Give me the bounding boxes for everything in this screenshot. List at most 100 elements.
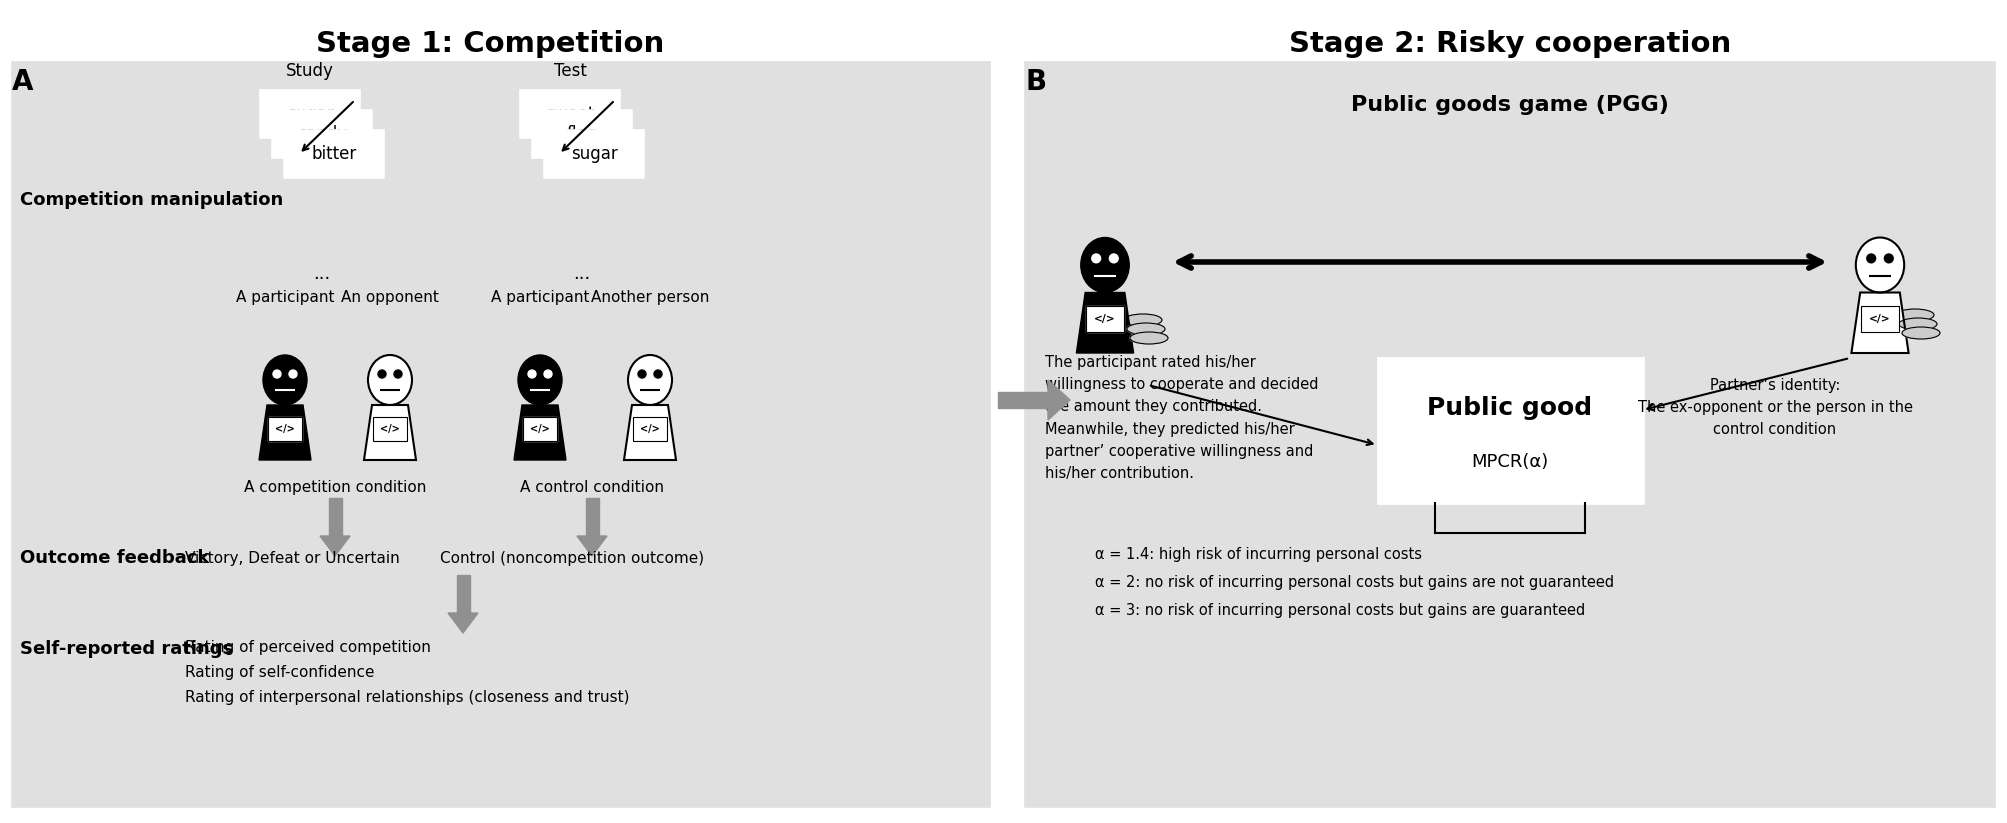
Text: An opponent: An opponent: [341, 290, 440, 305]
Ellipse shape: [528, 370, 536, 378]
Polygon shape: [259, 405, 311, 460]
Polygon shape: [624, 405, 676, 460]
Ellipse shape: [1092, 254, 1100, 263]
Text: α = 2: no risk of incurring personal costs but gains are not guaranteed: α = 2: no risk of incurring personal cos…: [1096, 575, 1614, 590]
Ellipse shape: [289, 370, 297, 378]
Text: Partner’s identity:
The ex-opponent or the person in the
control condition: Partner’s identity: The ex-opponent or t…: [1638, 378, 1913, 437]
Text: </>: </>: [1094, 314, 1116, 324]
Text: Stage 1: Competition: Stage 1: Competition: [315, 30, 664, 58]
Text: Another person: Another person: [590, 290, 708, 305]
Bar: [1860, 305, 1899, 332]
Polygon shape: [319, 536, 349, 556]
Text: Stage 2: Risky cooperation: Stage 2: Risky cooperation: [1288, 30, 1732, 58]
Text: candy: candy: [297, 125, 347, 143]
Text: A: A: [12, 68, 34, 96]
Bar: [1086, 305, 1124, 332]
Bar: [456, 575, 470, 613]
Text: </>: </>: [530, 424, 550, 434]
Bar: [373, 417, 407, 441]
Ellipse shape: [1885, 254, 1893, 263]
Bar: [12, 62, 989, 807]
Bar: [261, 90, 359, 138]
Text: Rating of self-confidence: Rating of self-confidence: [185, 665, 375, 680]
Polygon shape: [1850, 292, 1909, 353]
Bar: [997, 392, 1048, 408]
Text: Rating of perceived competition: Rating of perceived competition: [185, 640, 432, 655]
Ellipse shape: [263, 355, 307, 405]
Ellipse shape: [628, 355, 672, 405]
Ellipse shape: [1903, 327, 1941, 339]
Text: Competition manipulation: Competition manipulation: [20, 191, 283, 209]
Text: Study: Study: [287, 62, 333, 80]
Text: Outcome feedback: Outcome feedback: [20, 549, 209, 567]
Ellipse shape: [638, 370, 646, 378]
Ellipse shape: [1867, 254, 1877, 263]
Text: A competition condition: A competition condition: [243, 480, 425, 495]
Polygon shape: [363, 405, 415, 460]
Ellipse shape: [544, 370, 552, 378]
Text: MPCR(α): MPCR(α): [1471, 453, 1549, 471]
Bar: [1377, 357, 1642, 503]
Text: Public good: Public good: [1427, 396, 1594, 420]
Text: A participant: A participant: [235, 290, 335, 305]
Polygon shape: [1048, 380, 1070, 420]
Text: Control (noncompetition outcome): Control (noncompetition outcome): [440, 551, 704, 565]
Text: bitter: bitter: [311, 145, 357, 163]
Bar: [520, 90, 620, 138]
Polygon shape: [1076, 292, 1134, 353]
Polygon shape: [448, 613, 478, 633]
Text: The participant rated his/her
willingness to cooperate and decided
the amount th: The participant rated his/her willingnes…: [1046, 355, 1319, 481]
Text: sugar: sugar: [287, 105, 333, 123]
Text: Self-reported ratings: Self-reported ratings: [20, 640, 233, 658]
Ellipse shape: [518, 355, 562, 405]
Text: ...: ...: [313, 265, 331, 283]
Bar: [532, 110, 632, 158]
Text: α = 1.4: high risk of incurring personal costs: α = 1.4: high risk of incurring personal…: [1096, 547, 1423, 562]
Text: flag: flag: [566, 125, 598, 143]
Bar: [632, 417, 666, 441]
Text: </>: </>: [275, 424, 295, 434]
Bar: [544, 130, 644, 178]
Text: </>: </>: [1869, 314, 1891, 324]
Text: Victory, Defeat or Uncertain: Victory, Defeat or Uncertain: [185, 551, 399, 565]
Text: B: B: [1026, 68, 1046, 96]
Bar: [524, 417, 558, 441]
Ellipse shape: [273, 370, 281, 378]
Text: ...: ...: [574, 265, 590, 283]
Text: Rating of interpersonal relationships (closeness and trust): Rating of interpersonal relationships (c…: [185, 690, 630, 705]
Polygon shape: [576, 536, 606, 556]
Bar: [632, 417, 666, 441]
Text: A participant: A participant: [492, 290, 590, 305]
Bar: [1860, 305, 1899, 332]
Bar: [285, 130, 383, 178]
Bar: [1026, 62, 1995, 807]
Ellipse shape: [1856, 238, 1905, 292]
Text: Public goods game (PGG): Public goods game (PGG): [1351, 95, 1670, 115]
Text: A control condition: A control condition: [520, 480, 664, 495]
Bar: [269, 417, 301, 441]
Bar: [329, 498, 341, 536]
Ellipse shape: [1899, 318, 1937, 330]
Ellipse shape: [367, 355, 411, 405]
Bar: [273, 110, 371, 158]
Ellipse shape: [654, 370, 662, 378]
Bar: [269, 417, 301, 441]
Text: </>: </>: [640, 424, 660, 434]
Bar: [1086, 305, 1124, 332]
Ellipse shape: [1110, 254, 1118, 263]
Text: sugar: sugar: [570, 145, 618, 163]
Text: α = 3: no risk of incurring personal costs but gains are guaranteed: α = 3: no risk of incurring personal cos…: [1096, 603, 1586, 619]
Ellipse shape: [393, 370, 401, 378]
Bar: [373, 417, 407, 441]
Ellipse shape: [1124, 314, 1162, 326]
Bar: [586, 498, 598, 536]
Polygon shape: [514, 405, 566, 460]
Ellipse shape: [1082, 238, 1130, 292]
Ellipse shape: [1130, 332, 1168, 344]
Text: sweet: sweet: [546, 105, 594, 123]
Text: </>: </>: [379, 424, 399, 434]
Text: Test: Test: [554, 62, 586, 80]
Ellipse shape: [1897, 309, 1935, 321]
Ellipse shape: [1128, 323, 1164, 335]
Bar: [524, 417, 558, 441]
